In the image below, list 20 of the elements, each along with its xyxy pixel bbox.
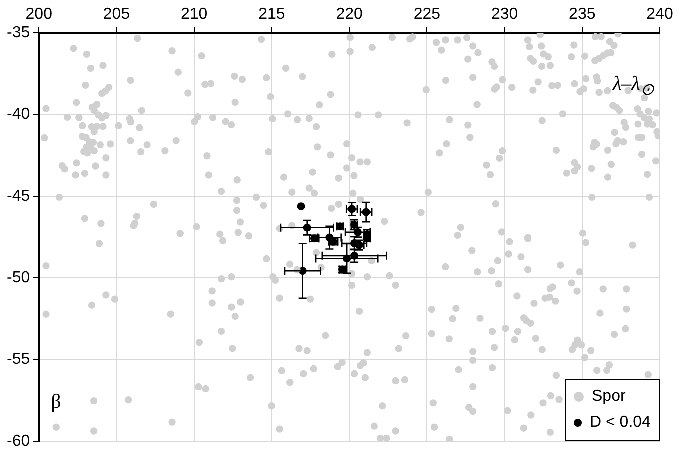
x-tick-label: 220: [336, 6, 364, 24]
x-tick-label: 235: [569, 6, 596, 24]
y-tick-label: -35: [7, 24, 30, 42]
x-tick-label: 230: [491, 6, 518, 24]
x-tick-label: 240: [646, 6, 674, 24]
point: [297, 202, 306, 211]
y-tick-label: -50: [7, 270, 30, 287]
legend-label: D < 0.04: [590, 414, 651, 432]
y-tick-label: -40: [7, 106, 30, 124]
y-tick-label: -55: [7, 351, 30, 368]
y-axis-title: β: [51, 391, 62, 414]
x-tick-label: 210: [180, 6, 208, 24]
x-tick-label: 215: [258, 6, 286, 24]
legend-label: Spor: [592, 388, 626, 406]
x-tick-label: 205: [103, 6, 130, 24]
y-tick-label: -60: [7, 432, 30, 450]
x-axis-title: λ–λ$_{⊙}$: [613, 73, 654, 100]
x-tick-label: 225: [414, 6, 441, 24]
x-tick-label: 200: [26, 6, 53, 24]
y-tick-label: -45: [7, 188, 30, 205]
